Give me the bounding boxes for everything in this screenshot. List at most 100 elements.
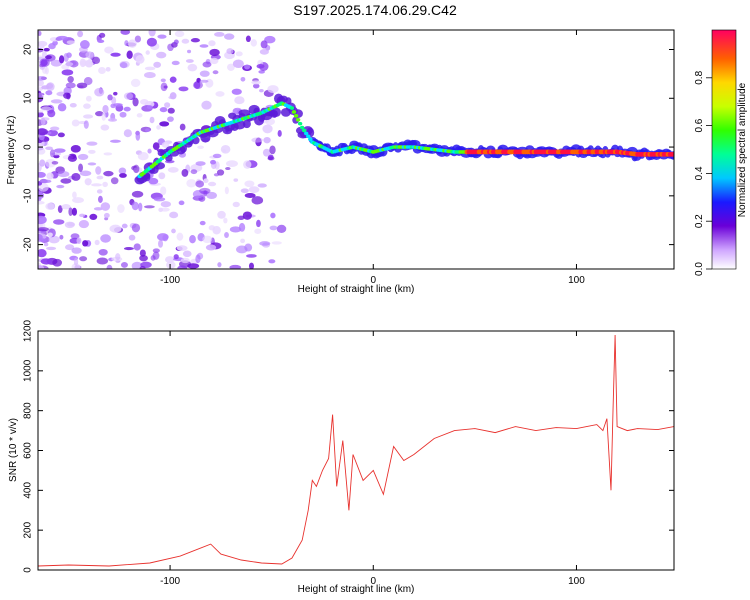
spectrogram-blob [132,97,139,107]
spectrogram-blob [83,120,89,129]
spectrogram-blob [202,61,212,68]
spectrogram-blob [79,58,87,68]
spectrogram-blob [226,48,234,55]
spectrogram-blob [136,113,143,118]
spectrogram-blob [131,201,139,211]
ridge-core [295,117,301,122]
spectrogram-blob [64,221,75,229]
spectrogram-blob [268,259,276,264]
spectrogram-blob [229,264,242,269]
spectrogram-blob [259,241,271,246]
spectrogram-blob [161,141,170,148]
spectrogram-blob [256,64,265,69]
spectrogram-blob [169,92,177,100]
spectrogram-blob [224,186,229,195]
spectrogram-blob [71,119,80,127]
spectrogram-blob [133,164,140,174]
x-tick-label: 100 [568,576,585,587]
spectrogram-blob [38,171,46,178]
spectrogram-blob [269,145,276,155]
spectrogram-blob [91,183,103,187]
spectrogram-blob [214,31,225,37]
spectrogram-blob [190,169,198,175]
spectrogram-blob [225,160,238,168]
spectrogram-blob [240,238,246,244]
spectrogram-blob [153,197,166,202]
spectrogram-blob [199,79,209,83]
spectrogram-blob [199,44,209,48]
spectrogram-blob [167,116,174,122]
spectrogram-blob [263,136,271,144]
spectrogram-blob [212,226,221,235]
spectrogram-blob [79,170,92,177]
spectrogram-blob [262,124,273,134]
spectrogram-blob [144,71,156,79]
spectrogram-blob [245,35,251,43]
spectrogram-blob [38,227,49,232]
ridge-halo [143,173,151,182]
spectrogram-blob [57,170,70,178]
spectrogram-blob [38,200,45,205]
spectrogram-blob [47,129,58,137]
y-tick-label: -10 [23,188,34,203]
spectrogram-blob [207,181,217,187]
spectrogram-blob [46,246,57,251]
spectrogram-blob [264,35,276,44]
spectrogram-blob [260,40,268,49]
spectrogram-blob [131,190,144,198]
spectrogram-blob [220,144,231,154]
spectrogram-blob [45,202,55,210]
spectrogram-blob [109,139,121,143]
spectrogram-blob [176,245,188,251]
spectrogram-blob [135,54,145,64]
spectrogram-blob [68,207,73,217]
spectrogram-blob [101,112,106,121]
spectrogram-blob [38,128,49,136]
spectrogram-blob [164,102,171,108]
spectrogram-blob [195,180,205,188]
spectrogram-blob [139,249,146,257]
spectrogram-blob [106,264,113,269]
spectrogram-blob [38,265,45,269]
spectrogram-blob [45,158,57,168]
spectrogram-blob [212,153,222,159]
spectrogram-blob [84,59,94,68]
spectrogram-blob [87,162,97,166]
spectrogram-blob [192,81,203,90]
spectrogram-blob [46,172,54,180]
spectrogram-blob [123,106,131,112]
spectrogram-blob [248,186,260,194]
spectrogram-blob [159,121,170,127]
spectrogram-blob [113,91,118,96]
spectrogram-blob [94,87,105,97]
spectrogram-blob [40,258,53,265]
spectrogram-blob [47,109,56,118]
spectrogram-blob [179,123,186,131]
spectrogram-blob [190,38,200,43]
spectrogram-blob [159,107,168,113]
spectrogram-blob [223,217,228,224]
spectrogram-blob [187,49,192,54]
spectrogram-blob [186,179,197,188]
spectrogram-blob [146,105,153,110]
spectrogram-blob [79,256,88,262]
ridge-core [304,131,309,136]
spectrogram-blob [217,210,226,219]
ridge-halo [271,107,281,117]
spectrogram-blob [215,91,225,97]
y-tick-label: 600 [23,442,34,459]
spectrogram-blob [38,249,47,258]
spectrogram-blob [38,163,42,172]
spectrogram-blob [277,130,282,137]
spectrogram-blob [45,146,53,151]
spectrogram-blob [104,46,114,54]
spectrogram-blob [123,246,134,251]
y-tick-label: 800 [23,402,34,419]
y-tick-label: 0 [23,567,34,573]
spectrogram-blob [189,235,196,244]
spectrogram-blob [85,95,92,102]
spectrogram-blob [139,266,146,269]
y-tick-label: 1200 [23,319,34,342]
